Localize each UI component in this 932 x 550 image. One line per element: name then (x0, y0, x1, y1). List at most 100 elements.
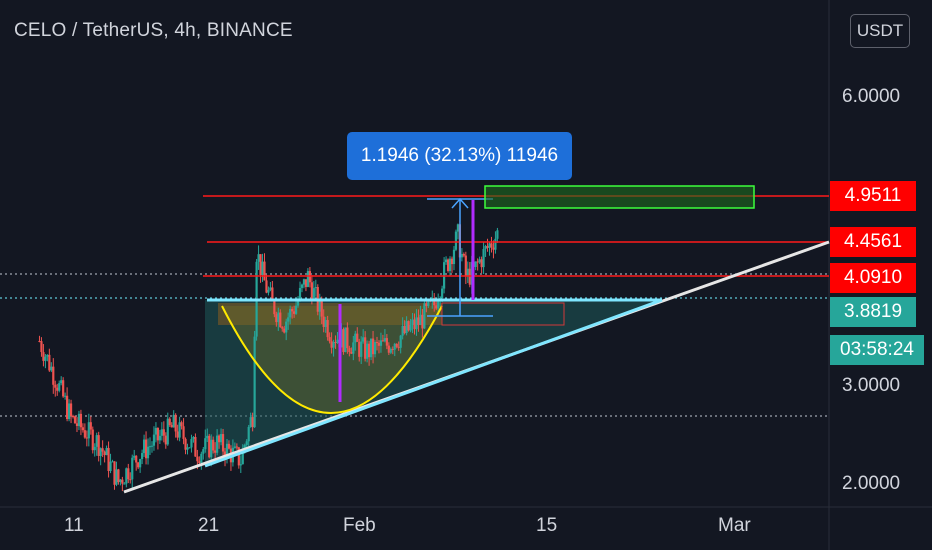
candle-body (281, 327, 284, 329)
candle-body (217, 435, 221, 443)
candle-body (54, 384, 57, 388)
candle-body (492, 247, 495, 250)
candle-body (419, 314, 422, 326)
candle-body (202, 449, 205, 454)
candle-body (253, 336, 256, 428)
candle-body (273, 299, 276, 315)
candle-body (265, 280, 268, 293)
candle-body (320, 300, 323, 317)
candle-body (423, 303, 426, 329)
price-tag-4-4561: 4.4561 (830, 227, 916, 257)
candle-body (328, 337, 331, 342)
candle-body (371, 338, 375, 355)
price-tick-label: 6.0000 (842, 86, 901, 107)
price-tag-4-0910: 4.0910 (830, 263, 916, 293)
candle-body (318, 300, 321, 312)
candle-body (212, 439, 215, 451)
candle-body (170, 425, 173, 428)
candle-body (245, 441, 248, 446)
candle-body (71, 415, 75, 417)
candle-body (292, 311, 296, 314)
candle-body (219, 434, 223, 443)
price-tick-label: 2.0000 (842, 473, 901, 494)
candle-body (334, 342, 337, 344)
candle-body (48, 354, 51, 371)
candle-body (52, 366, 55, 385)
candle-body (342, 329, 345, 353)
candle-body (190, 438, 193, 448)
candle-body (233, 446, 236, 448)
candle-body (221, 434, 225, 452)
candle-body (83, 430, 86, 438)
candle-body (148, 446, 152, 448)
candle-body (373, 342, 377, 355)
candle-body (77, 413, 81, 427)
candle-body (490, 243, 493, 248)
cup-curve[interactable] (221, 305, 443, 414)
candle-body (300, 284, 304, 288)
candle-body (462, 253, 465, 256)
currency-button[interactable]: USDT (850, 14, 910, 48)
candle-body (182, 426, 185, 439)
candle-body (336, 339, 339, 344)
candle-body (294, 305, 298, 314)
time-tick-label: 15 (536, 515, 558, 536)
candle-body (144, 439, 148, 459)
candle-body (393, 343, 396, 350)
candle-body (322, 316, 325, 327)
current-price-tag: 3.8819 (830, 297, 916, 327)
candle-body (375, 342, 379, 344)
candle-body (298, 287, 302, 300)
candle-body (137, 462, 140, 468)
candle-body (251, 417, 254, 428)
candle-body (356, 333, 359, 342)
triangle-support-line[interactable] (204, 298, 663, 468)
candle-body (214, 450, 217, 453)
candle-body (391, 348, 394, 350)
candle-body (358, 341, 361, 357)
candle-body (99, 448, 102, 456)
candle-body (350, 351, 353, 354)
time-tick-label: 21 (198, 515, 220, 536)
candle-body (156, 427, 160, 441)
candle-body (395, 343, 398, 347)
candle-body (152, 434, 156, 446)
time-tick-label: 11 (64, 515, 84, 536)
candle-body (480, 259, 483, 268)
candle-body (346, 327, 349, 349)
candle-body (67, 403, 71, 420)
candle-body (247, 426, 250, 442)
candle-body (101, 448, 104, 452)
candle-body (196, 456, 199, 462)
candle-body (162, 429, 165, 436)
candle-body (348, 348, 351, 352)
candle-body (216, 435, 219, 453)
candle-body (296, 299, 300, 306)
candle-body (310, 282, 313, 301)
candle-body (460, 253, 463, 258)
candle-body (478, 259, 481, 263)
candle-body (44, 356, 47, 361)
candle-body (176, 431, 179, 438)
candle-body (421, 314, 424, 329)
candle-body (385, 338, 388, 346)
candle-body (129, 479, 132, 481)
candle-body (474, 261, 477, 267)
candle-body (69, 403, 73, 416)
candle-body (178, 422, 181, 438)
candle-body (369, 338, 373, 358)
candle-body (413, 319, 416, 330)
candle-body (401, 325, 404, 336)
target-zone[interactable] (484, 185, 755, 209)
candle-body (93, 446, 96, 451)
handle-zone[interactable] (441, 302, 565, 326)
candle-body (95, 435, 98, 447)
candle-body (127, 468, 130, 480)
candle-body (364, 337, 367, 359)
candle-body (105, 447, 108, 456)
candle-body (257, 254, 260, 262)
candle-body (324, 320, 327, 327)
time-tick-label: Mar (718, 515, 751, 536)
candle-body (111, 461, 114, 463)
